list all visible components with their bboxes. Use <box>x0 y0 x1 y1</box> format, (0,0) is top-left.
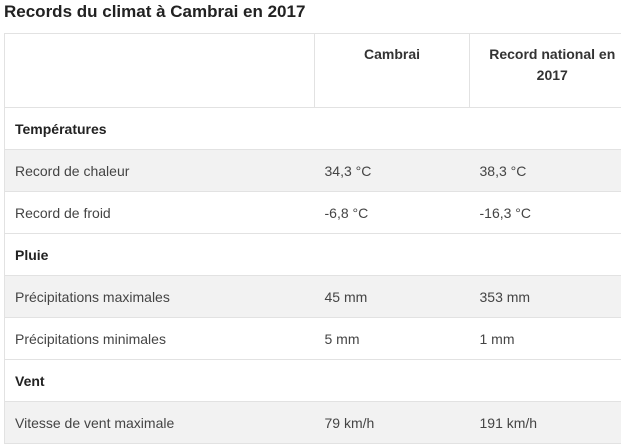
header-cell <box>5 34 315 108</box>
value-cell: 45 mm <box>315 276 470 318</box>
value-cell: 38,3 °C <box>470 150 621 192</box>
page-title: Records du climat à Cambrai en 2017 <box>4 0 305 24</box>
value-cell: 34,3 °C <box>315 150 470 192</box>
row-label: Record de froid <box>5 192 315 234</box>
section-label: Vent <box>5 360 621 402</box>
row-label: Précipitations maximales <box>5 276 315 318</box>
header-cell: Record national en 2017 <box>470 34 621 108</box>
data-row: Record de froid-6,8 °C-16,3 °C <box>5 192 621 234</box>
value-cell: 79 km/h <box>315 402 470 444</box>
section-label: Températures <box>5 108 621 150</box>
row-label: Vitesse de vent maximale <box>5 402 315 444</box>
value-cell: 1 mm <box>470 318 621 360</box>
value-cell: 353 mm <box>470 276 621 318</box>
section-row: Vent <box>5 360 621 402</box>
section-row: Températures <box>5 108 621 150</box>
row-label: Record de chaleur <box>5 150 315 192</box>
value-cell: -16,3 °C <box>470 192 621 234</box>
value-cell: 5 mm <box>315 318 470 360</box>
header-cell: Cambrai <box>315 34 470 108</box>
row-label: Précipitations minimales <box>5 318 315 360</box>
value-cell: -6,8 °C <box>315 192 470 234</box>
value-cell: 191 km/h <box>470 402 621 444</box>
section-label: Pluie <box>5 234 621 276</box>
section-row: Pluie <box>5 234 621 276</box>
